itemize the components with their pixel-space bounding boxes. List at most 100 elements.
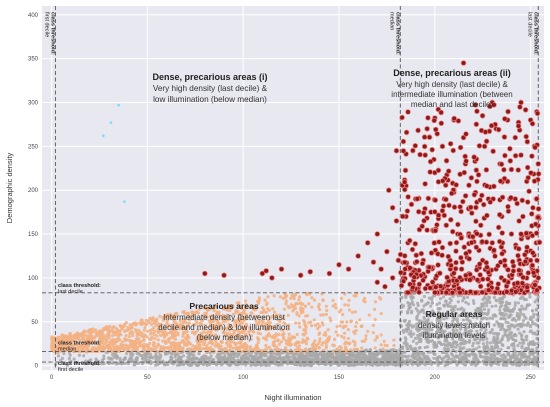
point-precarious <box>142 342 146 346</box>
annotation-dense-i-line: Very high density (last decile) & <box>153 84 268 93</box>
annotation-dense-ii: Dense, precarious areas (ii) Very high d… <box>391 68 512 109</box>
point-precarious <box>156 327 160 331</box>
point-dense <box>455 221 461 228</box>
point-regular <box>469 362 473 367</box>
point-regular <box>442 304 446 308</box>
point-precarious <box>346 328 350 332</box>
point-precarious <box>242 346 246 350</box>
point-regular <box>471 353 476 357</box>
point-regular <box>330 355 335 359</box>
point-precarious <box>309 320 313 324</box>
point-regular <box>471 341 476 345</box>
point-regular <box>422 294 427 299</box>
point-dense <box>447 240 454 247</box>
point-precarious <box>257 296 261 300</box>
point-dense <box>413 252 420 258</box>
point-dense <box>483 259 490 266</box>
point-regular <box>522 330 526 334</box>
point-precarious <box>331 298 335 303</box>
point-precarious <box>175 349 179 354</box>
point-dense <box>503 289 510 295</box>
point-dense <box>479 112 486 119</box>
point-precarious <box>225 313 229 317</box>
point-regular <box>462 346 466 350</box>
annotation-dense-ii-line: median and last decile) <box>411 100 494 109</box>
point-regular <box>424 319 429 323</box>
point-dense <box>518 231 524 237</box>
annotation-regular-line: density levels match <box>418 321 490 330</box>
point-regular <box>512 349 516 353</box>
point-dense <box>514 200 520 207</box>
point-regular <box>478 324 483 328</box>
point-precarious <box>163 327 167 331</box>
point-regular <box>508 308 513 313</box>
point-regular <box>512 316 516 321</box>
point-dense <box>529 120 536 127</box>
point-dense <box>431 209 438 215</box>
point-dense <box>432 289 438 296</box>
point-precarious <box>392 343 396 348</box>
point-regular <box>445 326 449 330</box>
point-precarious <box>145 335 149 339</box>
point-precarious <box>244 348 248 352</box>
point-precarious <box>192 323 196 327</box>
point-precarious <box>262 310 267 314</box>
point-regular <box>421 358 425 362</box>
point-dense <box>495 126 502 133</box>
point-precarious <box>256 337 261 341</box>
point-regular <box>286 357 290 361</box>
y-tick-label: 150 <box>28 232 39 238</box>
point-precarious <box>196 342 200 346</box>
point-regular <box>455 328 459 332</box>
point-precarious <box>284 299 288 303</box>
point-dense <box>474 108 480 115</box>
point-precarious <box>75 331 79 335</box>
point-precarious <box>146 319 150 323</box>
point-precarious <box>312 298 317 302</box>
point-dense <box>473 244 480 251</box>
point-precarious <box>349 348 353 352</box>
point-precarious <box>109 340 113 344</box>
point-regular <box>471 348 475 352</box>
point-precarious <box>226 318 230 322</box>
point-dense <box>535 275 542 281</box>
point-dense <box>432 284 439 290</box>
point-dense <box>463 158 469 164</box>
point-regular <box>67 356 71 361</box>
point-regular <box>454 350 458 354</box>
point-precarious <box>324 312 328 316</box>
point-regular <box>216 352 220 356</box>
point-dense <box>443 222 450 229</box>
point-regular <box>479 309 484 313</box>
point-regular <box>217 361 221 366</box>
point-regular <box>179 362 183 366</box>
point-precarious <box>69 347 73 351</box>
point-regular <box>526 346 530 350</box>
point-precarious <box>209 333 213 337</box>
point-regular <box>415 317 419 321</box>
point-regular <box>532 362 536 367</box>
point-regular <box>444 299 448 303</box>
point-regular <box>409 347 413 351</box>
point-precarious <box>202 342 206 347</box>
point-precarious <box>214 318 219 322</box>
point-precarious <box>326 328 330 332</box>
point-precarious <box>138 344 142 348</box>
point-regular <box>519 307 523 312</box>
point-regular <box>428 312 432 317</box>
point-regular <box>485 345 489 349</box>
point-dense <box>425 195 432 202</box>
point-precarious <box>288 339 292 344</box>
point-precarious <box>80 337 85 341</box>
point-regular <box>528 292 532 296</box>
point-dense <box>415 127 421 134</box>
point-precarious <box>339 296 344 300</box>
point-dense <box>477 197 483 203</box>
point-regular <box>240 357 244 361</box>
point-dense <box>431 240 438 246</box>
point-precarious <box>243 334 247 338</box>
point-precarious <box>353 310 357 314</box>
point-precarious <box>215 310 219 314</box>
point-precarious <box>242 311 246 315</box>
y-tick-label: 350 <box>28 57 39 63</box>
